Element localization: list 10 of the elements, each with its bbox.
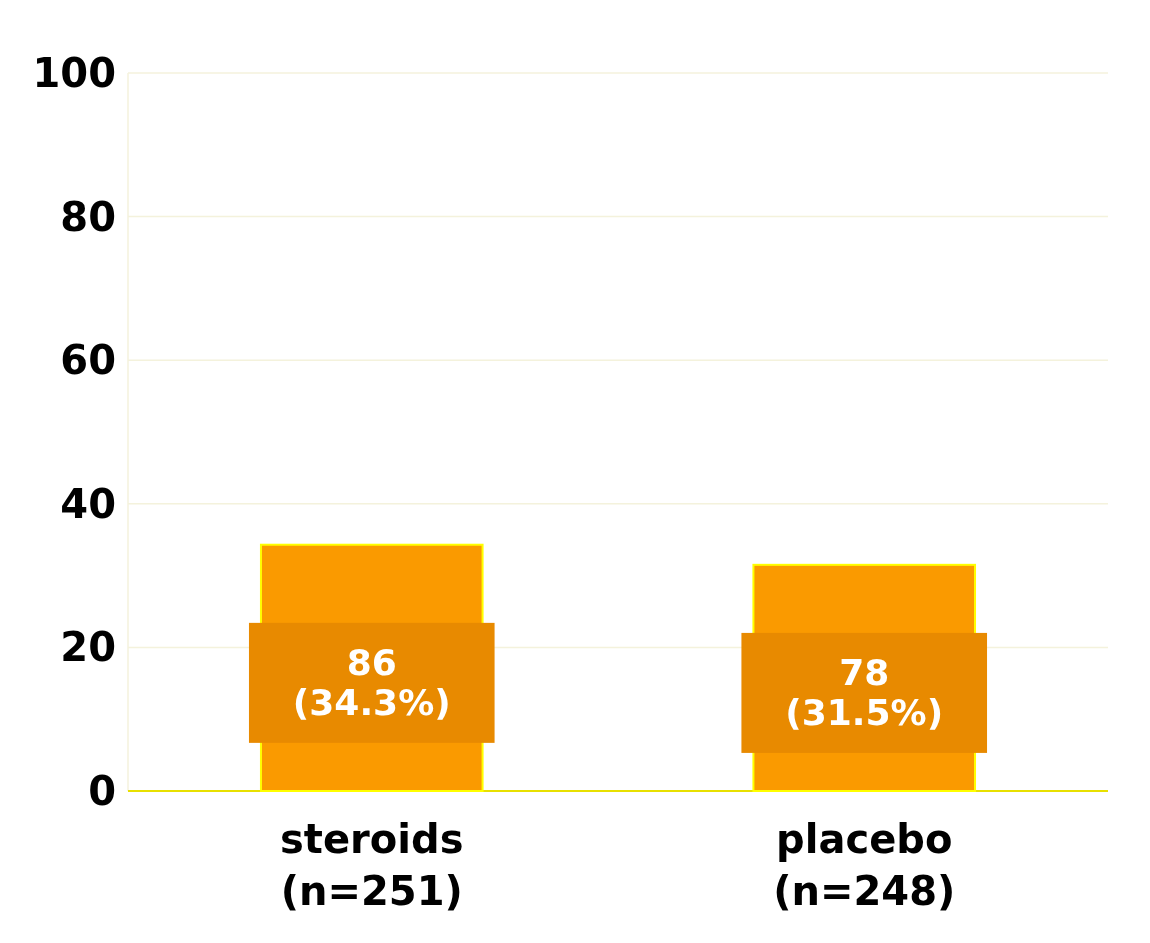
x-tick-label: steroids (n=251) <box>280 816 464 914</box>
y-tick-label: 0 <box>88 768 116 814</box>
y-tick-label: 60 <box>60 337 116 384</box>
y-tick-label: 100 <box>32 50 116 96</box>
y-tick-label: 20 <box>60 624 116 671</box>
y-tick-label: 80 <box>60 193 116 240</box>
x-tick-label: placebo (n=248) <box>773 816 956 914</box>
y-tick-label: 40 <box>60 480 116 527</box>
data-label: 78 (31.5%) <box>785 651 944 733</box>
data-label: 86 (34.3%) <box>292 641 451 723</box>
